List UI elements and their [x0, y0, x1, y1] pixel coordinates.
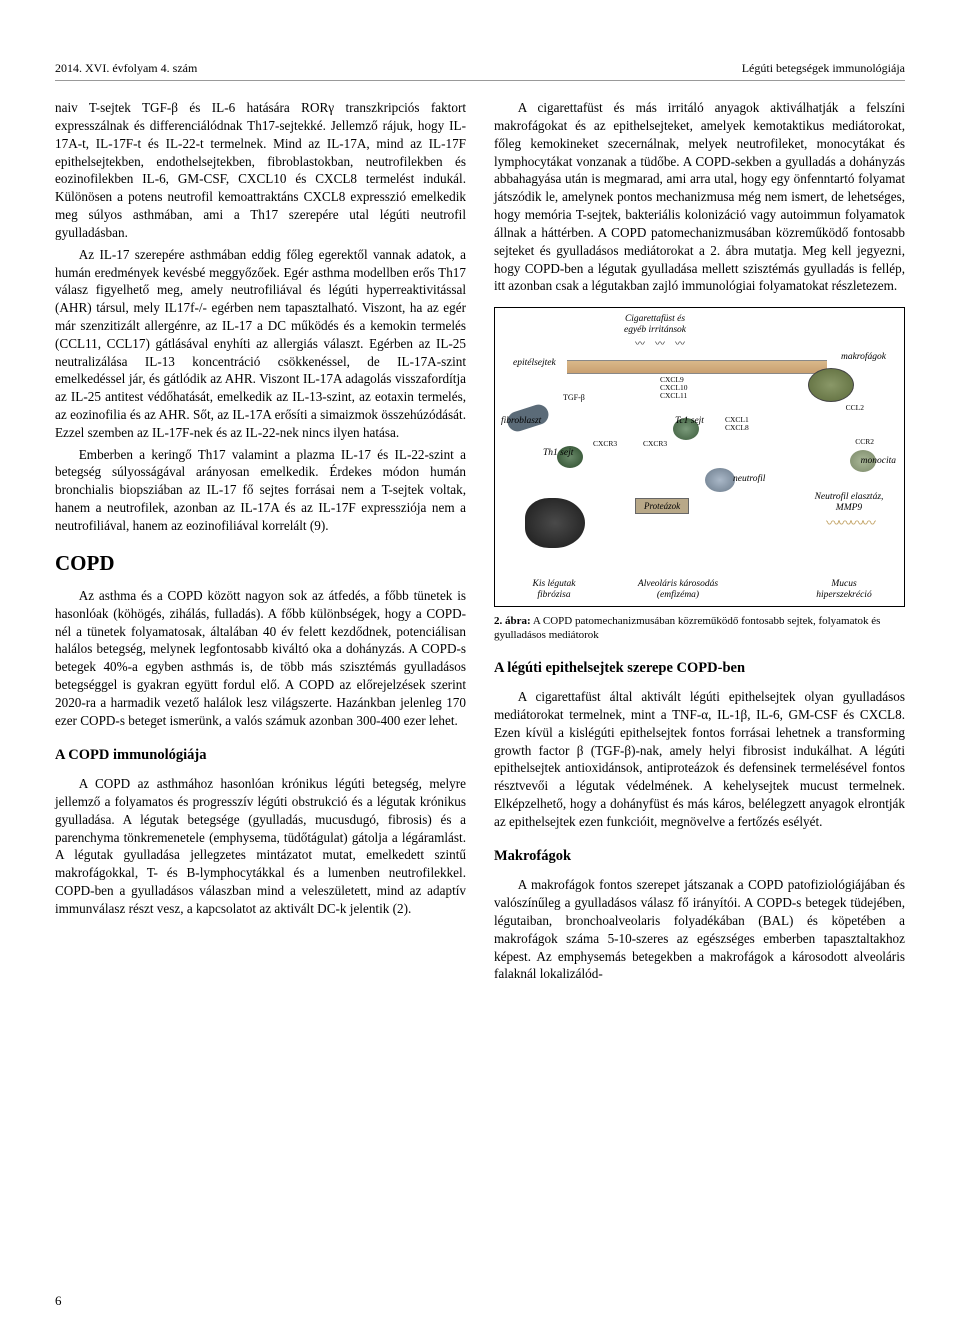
fig-label-cxcl11: CXCL11 [660, 392, 687, 400]
fig-label-tgfb: TGF-β [563, 394, 585, 403]
fig-label-makrofag: makrofágok [841, 352, 886, 362]
body-paragraph: A makrofágok fontos szerepet játszanak a… [494, 876, 905, 983]
fig-label-ccl2: CCL2 [846, 404, 864, 412]
fig-label-kislegutak: Kis légutakfibrózisa [519, 579, 589, 600]
fig-label-epithel: epitélsejtek [513, 358, 556, 368]
body-paragraph: A cigarettafüst és más irritáló anyagok … [494, 99, 905, 295]
body-paragraph: Az asthma és a COPD között nagyon sok az… [55, 587, 466, 730]
body-paragraph: A cigarettafüst által aktivált légúti ep… [494, 688, 905, 831]
fig-makrofag-cell [808, 368, 854, 402]
fig-label-proteazok: Proteázok [635, 498, 689, 514]
two-column-layout: naiv T-sejtek TGF-β és IL-6 hatására ROR… [55, 99, 905, 987]
section-heading-copd: COPD [55, 549, 466, 577]
figure-2-diagram: Cigarettafüst ésegyéb irritánsok 〰 〰 〰 e… [494, 307, 905, 607]
body-paragraph: A COPD az asthmához hasonlóan krónikus l… [55, 775, 466, 918]
page-header: 2014. XVI. évfolyam 4. szám Légúti beteg… [55, 60, 905, 81]
right-column: A cigarettafüst és más irritáló anyagok … [494, 99, 905, 987]
fig-label-monocita: monocita [861, 456, 896, 466]
fig-caption-text: A COPD patomechanizmusában közreműködő f… [494, 615, 880, 641]
subsection-heading-epithel: A légúti epithelsejtek szerepe COPD-ben [494, 659, 905, 679]
figure-2-caption: 2. ábra: A COPD patomechanizmusában közr… [494, 615, 905, 643]
fig-label-elasztaz: Neutrofil elasztáz,MMP9 [804, 492, 894, 513]
fig-label-th1: Th1 sejt [543, 448, 573, 458]
subsection-heading-immunology: A COPD immunológiája [55, 746, 466, 766]
fig-label-smoke: Cigarettafüst ésegyéb irritánsok [605, 314, 705, 335]
body-paragraph: Az IL-17 szerepére asthmában eddig főleg… [55, 246, 466, 442]
body-paragraph: Emberben a keringő Th17 valamint a plazm… [55, 446, 466, 535]
header-right: Légúti betegségek immunológiája [742, 60, 905, 76]
fig-epithelium-band [567, 360, 827, 374]
fig-label-ccr2: CCR2 [855, 438, 874, 446]
fig-fibrosis-shape [525, 498, 585, 548]
body-paragraph: naiv T-sejtek TGF-β és IL-6 hatására ROR… [55, 99, 466, 242]
left-column: naiv T-sejtek TGF-β és IL-6 hatására ROR… [55, 99, 466, 987]
page-number: 6 [55, 1292, 62, 1310]
fig-label-tc1: Tc1 sejt [675, 416, 704, 426]
fig-neutrofil-cell [705, 468, 735, 492]
subsection-heading-makrofag: Makrofágok [494, 847, 905, 867]
fig-label-cxcr3-2: CXCR3 [643, 440, 667, 448]
fig-label-cxcr3-1: CXCR3 [593, 440, 617, 448]
fig-caption-bold: 2. ábra: [494, 615, 531, 627]
fig-label-fibroblast: fibroblaszt [501, 416, 541, 426]
fig-label-neutrofil: neutrofil [733, 474, 765, 484]
fig-label-mucus: Mucushiperszekréció [804, 579, 884, 600]
fig-label-cxcl8: CXCL8 [725, 424, 749, 432]
header-left: 2014. XVI. évfolyam 4. szám [55, 60, 197, 76]
fig-label-alveolaris: Alveoláris károsodás(emfizéma) [623, 579, 733, 600]
